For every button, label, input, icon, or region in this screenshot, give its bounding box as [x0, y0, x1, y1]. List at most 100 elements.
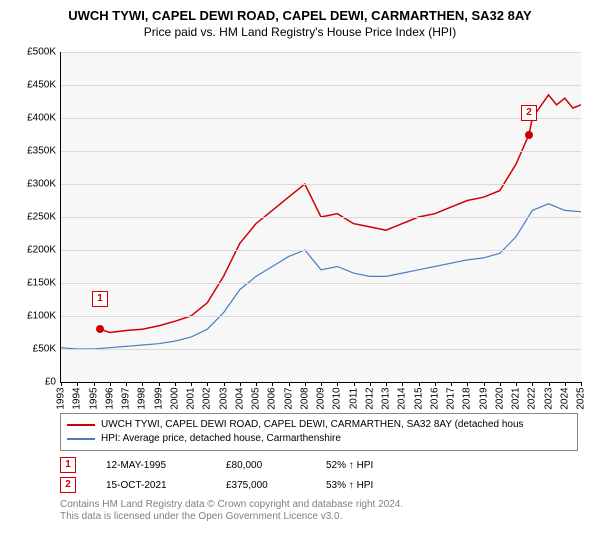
- x-axis-label: 1997: [121, 387, 132, 409]
- y-axis-label: £0: [12, 377, 56, 388]
- footnote-line: This data is licensed under the Open Gov…: [60, 511, 588, 523]
- legend-swatch: [67, 424, 95, 426]
- x-tick: [289, 382, 290, 386]
- x-tick: [272, 382, 273, 386]
- chart-title: UWCH TYWI, CAPEL DEWI ROAD, CAPEL DEWI, …: [12, 8, 588, 23]
- x-tick: [435, 382, 436, 386]
- x-axis-label: 2025: [576, 387, 587, 409]
- sale-num: 1: [60, 457, 76, 473]
- y-axis-label: £250K: [12, 212, 56, 223]
- sale-marker-dot: [96, 325, 104, 333]
- x-axis-label: 1998: [137, 387, 148, 409]
- gridline: [61, 85, 581, 86]
- x-axis-label: 1999: [153, 387, 164, 409]
- legend-label: UWCH TYWI, CAPEL DEWI ROAD, CAPEL DEWI, …: [101, 418, 524, 432]
- x-axis-label: 2014: [397, 387, 408, 409]
- x-axis-label: 2011: [348, 388, 359, 410]
- sale-pct: 53% ↑ HPI: [326, 480, 416, 491]
- sale-marker-label: 1: [92, 291, 108, 307]
- y-axis-label: £350K: [12, 146, 56, 157]
- x-tick: [565, 382, 566, 386]
- x-tick: [516, 382, 517, 386]
- gridline: [61, 316, 581, 317]
- x-tick: [94, 382, 95, 386]
- x-tick: [386, 382, 387, 386]
- x-tick: [532, 382, 533, 386]
- footnote-line: Contains HM Land Registry data © Crown c…: [60, 499, 588, 511]
- legend-label: HPI: Average price, detached house, Carm…: [101, 432, 341, 446]
- x-axis-label: 2002: [202, 387, 213, 409]
- legend-swatch: [67, 438, 95, 440]
- x-axis-label: 2010: [332, 387, 343, 409]
- gridline: [61, 52, 581, 53]
- x-axis-label: 2023: [543, 387, 554, 409]
- gridline: [61, 250, 581, 251]
- y-axis-label: £500K: [12, 47, 56, 58]
- plot-region: 1993199419951996199719981999200020012002…: [60, 52, 581, 383]
- x-axis-label: 2005: [251, 387, 262, 409]
- series-hpi: [61, 204, 581, 349]
- y-axis-label: £450K: [12, 80, 56, 91]
- x-tick: [370, 382, 371, 386]
- gridline: [61, 151, 581, 152]
- sale-row: 1 12-MAY-1995 £80,000 52% ↑ HPI: [60, 457, 588, 473]
- x-tick: [549, 382, 550, 386]
- sale-marker-dot: [525, 131, 533, 139]
- x-tick: [240, 382, 241, 386]
- y-axis-label: £50K: [12, 344, 56, 355]
- x-tick: [467, 382, 468, 386]
- sale-date: 12-MAY-1995: [106, 460, 196, 471]
- gridline: [61, 283, 581, 284]
- x-tick: [419, 382, 420, 386]
- y-axis-label: £300K: [12, 179, 56, 190]
- x-axis-label: 2007: [283, 387, 294, 409]
- x-axis-label: 2024: [559, 387, 570, 409]
- x-tick: [337, 382, 338, 386]
- x-tick: [224, 382, 225, 386]
- x-axis-label: 2004: [234, 387, 245, 409]
- x-axis-label: 2013: [381, 387, 392, 409]
- x-axis-label: 2012: [364, 387, 375, 409]
- gridline: [61, 217, 581, 218]
- x-axis-label: 1994: [72, 387, 83, 409]
- x-axis-label: 2017: [446, 387, 457, 409]
- x-axis-label: 2018: [462, 387, 473, 409]
- x-tick: [159, 382, 160, 386]
- x-axis-label: 2020: [494, 387, 505, 409]
- x-axis-label: 2022: [527, 387, 538, 409]
- x-tick: [305, 382, 306, 386]
- x-axis-label: 2006: [267, 387, 278, 409]
- y-axis-label: £200K: [12, 245, 56, 256]
- chart-subtitle: Price paid vs. HM Land Registry's House …: [12, 25, 588, 39]
- sale-num: 2: [60, 477, 76, 493]
- sale-row: 2 15-OCT-2021 £375,000 53% ↑ HPI: [60, 477, 588, 493]
- footnote: Contains HM Land Registry data © Crown c…: [60, 499, 588, 523]
- x-tick: [354, 382, 355, 386]
- x-tick: [61, 382, 62, 386]
- x-tick: [77, 382, 78, 386]
- x-tick: [402, 382, 403, 386]
- legend-item: HPI: Average price, detached house, Carm…: [67, 432, 571, 446]
- x-tick: [581, 382, 582, 386]
- sale-price: £80,000: [226, 460, 296, 471]
- sale-pct: 52% ↑ HPI: [326, 460, 416, 471]
- sale-price: £375,000: [226, 480, 296, 491]
- x-axis-label: 1993: [56, 387, 67, 409]
- sale-date: 15-OCT-2021: [106, 480, 196, 491]
- x-axis-label: 2000: [169, 387, 180, 409]
- x-tick: [207, 382, 208, 386]
- x-tick: [126, 382, 127, 386]
- legend-item: UWCH TYWI, CAPEL DEWI ROAD, CAPEL DEWI, …: [67, 418, 571, 432]
- x-tick: [191, 382, 192, 386]
- gridline: [61, 349, 581, 350]
- x-axis-label: 2001: [186, 387, 197, 409]
- series-property: [100, 95, 581, 333]
- x-tick: [484, 382, 485, 386]
- x-tick: [256, 382, 257, 386]
- x-tick: [142, 382, 143, 386]
- x-axis-label: 1996: [104, 387, 115, 409]
- sales-table: 1 12-MAY-1995 £80,000 52% ↑ HPI 2 15-OCT-2021…: [60, 457, 588, 493]
- x-tick: [500, 382, 501, 386]
- gridline: [61, 184, 581, 185]
- x-axis-label: 2019: [478, 387, 489, 409]
